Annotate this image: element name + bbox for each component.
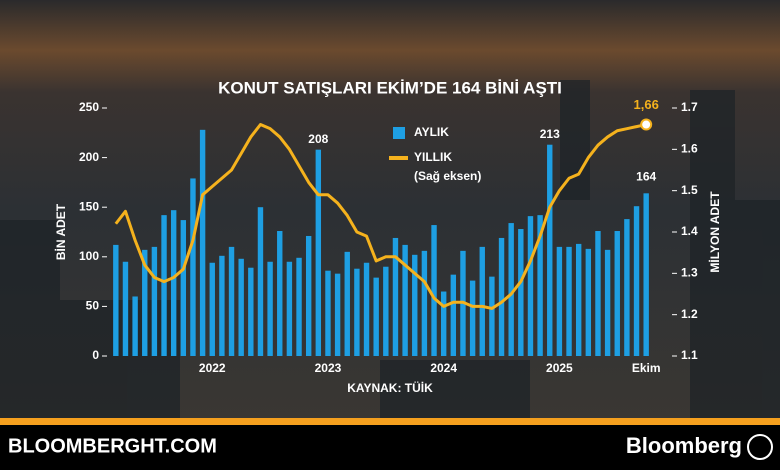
bar bbox=[575, 243, 582, 356]
bar bbox=[296, 257, 302, 356]
y-axis-label: BİN ADET bbox=[53, 203, 68, 260]
bar bbox=[392, 237, 399, 356]
bar bbox=[508, 223, 514, 356]
bar-value-label: 208 bbox=[308, 132, 328, 146]
line bbox=[114, 123, 647, 310]
bar bbox=[566, 246, 572, 356]
bar bbox=[248, 267, 254, 356]
bar bbox=[228, 246, 235, 356]
y2-tick-label: 1.5 bbox=[681, 183, 698, 197]
bar bbox=[219, 255, 225, 356]
bar bbox=[643, 193, 649, 356]
bar-value-label: 213 bbox=[540, 127, 560, 141]
bar bbox=[633, 206, 640, 356]
y-tick-label: 50 bbox=[86, 299, 100, 313]
bar bbox=[113, 244, 119, 356]
line-end-marker bbox=[640, 118, 653, 131]
bar bbox=[440, 291, 447, 356]
x-tick-label: 2022 bbox=[199, 361, 226, 375]
bar bbox=[469, 280, 476, 356]
chart-title: KONUT SATIŞLARI EKİM’DE 164 BİNİ AŞTI bbox=[218, 78, 562, 97]
bar bbox=[421, 250, 428, 356]
bar bbox=[334, 273, 341, 356]
y-tick-label: 200 bbox=[79, 150, 99, 164]
bar bbox=[585, 248, 592, 356]
bar bbox=[151, 246, 158, 356]
bar bbox=[363, 262, 370, 356]
bar bbox=[344, 251, 350, 356]
source: KAYNAK: TÜİK bbox=[347, 380, 433, 395]
bar bbox=[199, 129, 206, 356]
bar bbox=[479, 246, 485, 356]
y2-tick-label: 1.2 bbox=[681, 307, 698, 321]
bar bbox=[431, 225, 437, 356]
footer-stripe bbox=[0, 418, 780, 425]
bar bbox=[537, 215, 543, 356]
bar bbox=[315, 149, 322, 356]
bar bbox=[267, 261, 273, 356]
legend-swatch bbox=[393, 127, 405, 139]
bar bbox=[180, 220, 187, 356]
line-value-label: 1,66 bbox=[634, 97, 659, 112]
bar-value-label: 164 bbox=[636, 169, 656, 183]
bar bbox=[209, 262, 215, 356]
bar bbox=[286, 261, 293, 356]
bar bbox=[402, 244, 408, 356]
y2-tick-label: 1.4 bbox=[681, 224, 698, 238]
bar bbox=[277, 231, 283, 356]
bar bbox=[373, 277, 379, 356]
y2-tick-label: 1.6 bbox=[681, 142, 698, 156]
y-tick-label: 150 bbox=[79, 199, 99, 213]
legend-label: YILLIK bbox=[414, 150, 452, 164]
legend-label: AYLIK bbox=[414, 125, 449, 139]
bar bbox=[614, 231, 620, 356]
bar bbox=[238, 258, 244, 356]
footer-logo bbox=[747, 434, 773, 460]
footer-brand: Bloomberg bbox=[626, 433, 742, 458]
bar bbox=[142, 249, 148, 356]
y-tick-label: 100 bbox=[79, 249, 99, 263]
y2-tick-label: 1.1 bbox=[681, 348, 698, 362]
footer-site: BLOOMBERGHT.COM bbox=[8, 435, 217, 457]
x-tick-label: 2025 bbox=[546, 361, 573, 375]
bar bbox=[383, 266, 389, 356]
bar bbox=[354, 268, 360, 356]
bar bbox=[325, 270, 331, 356]
skyline bbox=[0, 80, 780, 420]
bar bbox=[518, 229, 524, 356]
bar bbox=[170, 210, 177, 356]
bar bbox=[595, 231, 601, 356]
y-tick-label: 0 bbox=[92, 348, 99, 362]
bar bbox=[604, 249, 611, 356]
bar bbox=[450, 274, 457, 356]
x-tick-label: Ekim bbox=[632, 361, 661, 375]
bar bbox=[556, 246, 563, 356]
bar bbox=[305, 235, 312, 356]
x-tick-label: 2024 bbox=[430, 361, 457, 375]
bar bbox=[547, 144, 553, 356]
bar bbox=[489, 276, 495, 356]
legend-note: (Sağ eksen) bbox=[414, 169, 481, 183]
bar bbox=[624, 219, 630, 356]
footer-bar bbox=[0, 425, 780, 470]
bar bbox=[412, 254, 418, 356]
y2-tick-label: 1.7 bbox=[681, 100, 698, 114]
bar bbox=[527, 216, 534, 356]
bar bbox=[122, 261, 129, 356]
x-tick-label: 2023 bbox=[315, 361, 342, 375]
bar bbox=[257, 207, 264, 356]
bar bbox=[498, 237, 505, 356]
bar bbox=[190, 178, 196, 356]
y2-axis-label: MİLYON ADET bbox=[707, 191, 722, 273]
y2-tick-label: 1.3 bbox=[681, 266, 698, 280]
y-tick-label: 250 bbox=[79, 100, 99, 114]
bar bbox=[161, 215, 167, 356]
bar bbox=[132, 296, 138, 356]
